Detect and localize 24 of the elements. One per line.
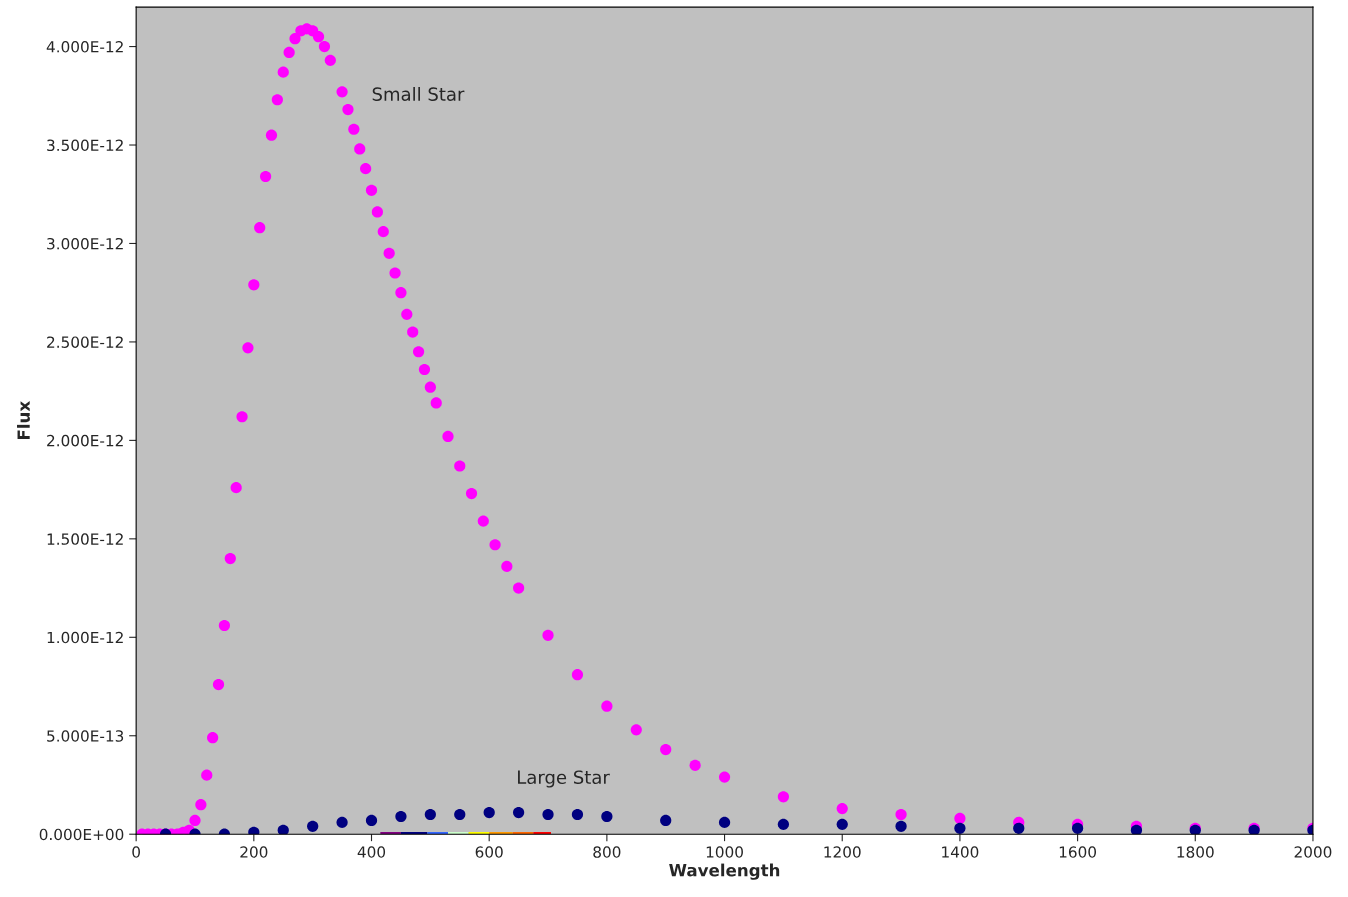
x-axis-title: Wavelength [669,863,780,880]
x-tick-label: 2000 [1294,846,1332,858]
y-tick-label: 1.000E-12 [47,631,123,644]
y-tick-label: 2.000E-12 [47,434,123,447]
x-tick-label: 200 [240,846,268,858]
y-tick-label: 0.000E+00 [39,828,124,841]
annotation: Large Star [518,770,610,788]
x-tick-label: 1400 [942,846,979,858]
x-tick-label: 1000 [706,846,743,858]
y-tick-label: 3.000E-12 [47,237,123,250]
x-tick-label: 600 [475,846,503,858]
x-tick-label: 0 [132,846,140,858]
x-tick-label: 1800 [1177,846,1214,858]
annotation: Small Star [372,86,465,101]
y-tick-label: 5.000E-13 [47,730,124,742]
y-axis-title: Flux [17,401,30,440]
x-tick-label: 1200 [824,846,861,858]
x-tick-label: 400 [357,846,386,858]
y-tick-label: 1.500E-12 [47,533,123,545]
y-tick-label: 2.500E-12 [47,336,123,348]
x-tick-label: 1600 [1059,846,1097,858]
y-tick-label: 3.500E-12 [47,139,123,152]
x-tick-label: 800 [593,846,621,858]
y-tick-label: 4.000E-12 [46,41,123,53]
